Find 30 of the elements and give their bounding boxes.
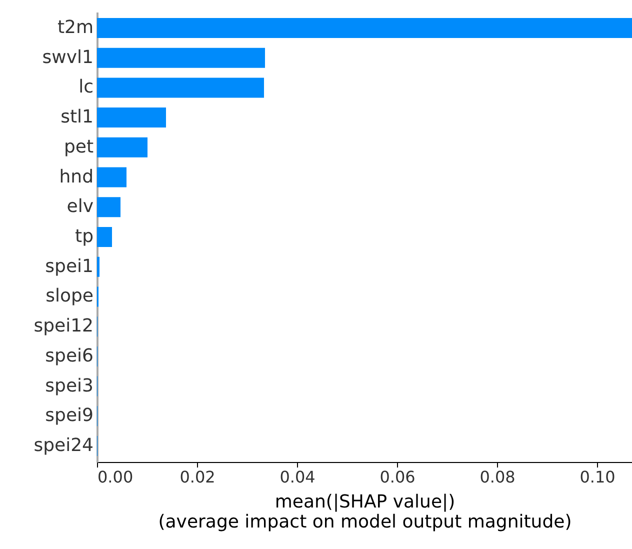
bar: [97, 48, 265, 68]
x-tick-label: 0.04: [280, 468, 316, 486]
x-tick-label: 0.06: [380, 468, 416, 486]
bar: [97, 78, 264, 98]
y-tick-label: spei6: [45, 345, 94, 366]
x-tick-label: 0.10: [580, 468, 616, 486]
y-tick-label: spei3: [45, 375, 94, 396]
y-tick-label: tp: [75, 226, 94, 247]
y-tick-label: spei1: [45, 256, 94, 277]
bar: [97, 18, 632, 38]
y-tick-label: spei12: [34, 316, 94, 337]
y-tick-label: stl1: [60, 106, 94, 128]
y-tick-label: elv: [66, 196, 94, 218]
y-tick-label: t2m: [57, 16, 94, 38]
y-tick-label: lc: [78, 76, 94, 98]
bar: [97, 197, 120, 218]
x-tick-label: 0.00: [98, 468, 134, 486]
bar: [97, 167, 126, 188]
y-tick-label: slope: [46, 286, 94, 307]
y-tick-label: hnd: [59, 166, 94, 188]
x-axis-title: mean(|SHAP value|) (average impact on model output magnitude): [158, 492, 572, 532]
y-tick-label: swvl1: [42, 46, 94, 68]
x-tick-label: 0.08: [480, 468, 516, 486]
y-tick-label: spei9: [45, 405, 94, 426]
y-tick-label: spei24: [34, 435, 94, 456]
bar: [97, 226, 112, 248]
x-tick-label: 0.02: [180, 468, 216, 486]
bar: [97, 108, 166, 128]
y-tick-label: pet: [64, 136, 94, 158]
bar: [97, 137, 148, 158]
